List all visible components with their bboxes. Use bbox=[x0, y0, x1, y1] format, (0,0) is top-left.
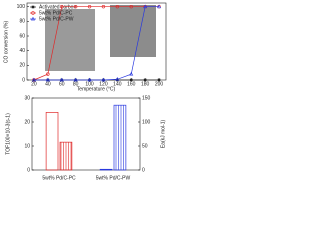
data-point bbox=[143, 78, 147, 82]
y2-tick-label: 150 bbox=[142, 95, 151, 101]
x-tick-label: 80 bbox=[73, 81, 79, 87]
y-tick-label: 20 bbox=[24, 119, 30, 125]
data-point bbox=[87, 4, 92, 9]
data-point bbox=[101, 77, 106, 82]
legend-label: 5wt% Pd/C-PW bbox=[39, 16, 74, 22]
y2-tick-label: 100 bbox=[142, 119, 151, 125]
x-tick-label: 40 bbox=[45, 81, 51, 87]
x-tick-label: 5wt% Pd/C-PW bbox=[96, 175, 131, 181]
series-line bbox=[33, 6, 160, 81]
x-tick-label: 60 bbox=[59, 81, 65, 87]
data-point bbox=[157, 78, 161, 82]
y-tick-label: 60 bbox=[19, 33, 25, 39]
y-tick-label: 0 bbox=[22, 77, 25, 83]
data-point bbox=[31, 77, 36, 82]
y-tick-label: 20 bbox=[19, 63, 25, 69]
series-line bbox=[33, 6, 160, 81]
bar bbox=[99, 168, 113, 171]
data-point bbox=[115, 77, 120, 81]
y2-axis-label: Ea(kJ mol-1) bbox=[160, 119, 166, 148]
data-point bbox=[73, 77, 78, 82]
data-point bbox=[101, 4, 106, 9]
figure: Temperature (°C) CO conversion (%) TOF10… bbox=[3, 2, 166, 181]
data-point bbox=[59, 77, 64, 82]
data-point bbox=[129, 71, 134, 76]
bar bbox=[59, 141, 73, 171]
data-point bbox=[116, 78, 119, 82]
data-point bbox=[60, 4, 64, 9]
data-point bbox=[129, 4, 133, 9]
data-point bbox=[87, 77, 92, 82]
tem-inset bbox=[110, 5, 156, 57]
data-point bbox=[46, 72, 50, 76]
x-axis-label: Temperature (°C) bbox=[77, 86, 116, 92]
data-point bbox=[73, 4, 78, 9]
x-tick-label: 200 bbox=[155, 81, 164, 87]
data-point bbox=[157, 4, 162, 9]
x-tick-label: 180 bbox=[141, 81, 150, 87]
x-tick-label: 5wt% Pd/C-PC bbox=[42, 175, 76, 181]
tem-inset bbox=[45, 9, 95, 71]
x-tick-label: 100 bbox=[85, 81, 94, 87]
x-tick-label: 120 bbox=[99, 81, 108, 87]
data-point bbox=[129, 78, 133, 82]
data-point bbox=[143, 4, 148, 9]
plot-frame bbox=[31, 97, 141, 171]
y-tick-label: 10 bbox=[24, 143, 30, 149]
y-tick-label: 30 bbox=[24, 95, 30, 101]
legend-label: Activated carbon bbox=[39, 4, 76, 10]
data-point bbox=[115, 4, 120, 9]
bar bbox=[113, 104, 127, 171]
y-axis-label: TOF100×10-3(s-1) bbox=[5, 113, 11, 155]
y-axis-label: CO conversion (%) bbox=[3, 21, 9, 64]
page: Temperature (°C) CO conversion (%) TOF10… bbox=[3, 2, 167, 182]
y2-tick-label: 50 bbox=[142, 143, 148, 149]
x-tick-label: 160 bbox=[127, 81, 136, 87]
x-tick-label: 20 bbox=[31, 81, 37, 87]
x-tick-label: 140 bbox=[113, 81, 122, 87]
legend-label: 5wt% Pd/C-PC bbox=[39, 10, 73, 16]
bar bbox=[45, 112, 59, 171]
data-point bbox=[45, 77, 50, 82]
y2-tick-label: 0 bbox=[142, 167, 145, 173]
y-tick-label: 0 bbox=[27, 167, 30, 173]
y-tick-label: 100 bbox=[17, 4, 26, 10]
y-tick-label: 80 bbox=[19, 19, 25, 25]
y-tick-label: 40 bbox=[19, 48, 25, 54]
